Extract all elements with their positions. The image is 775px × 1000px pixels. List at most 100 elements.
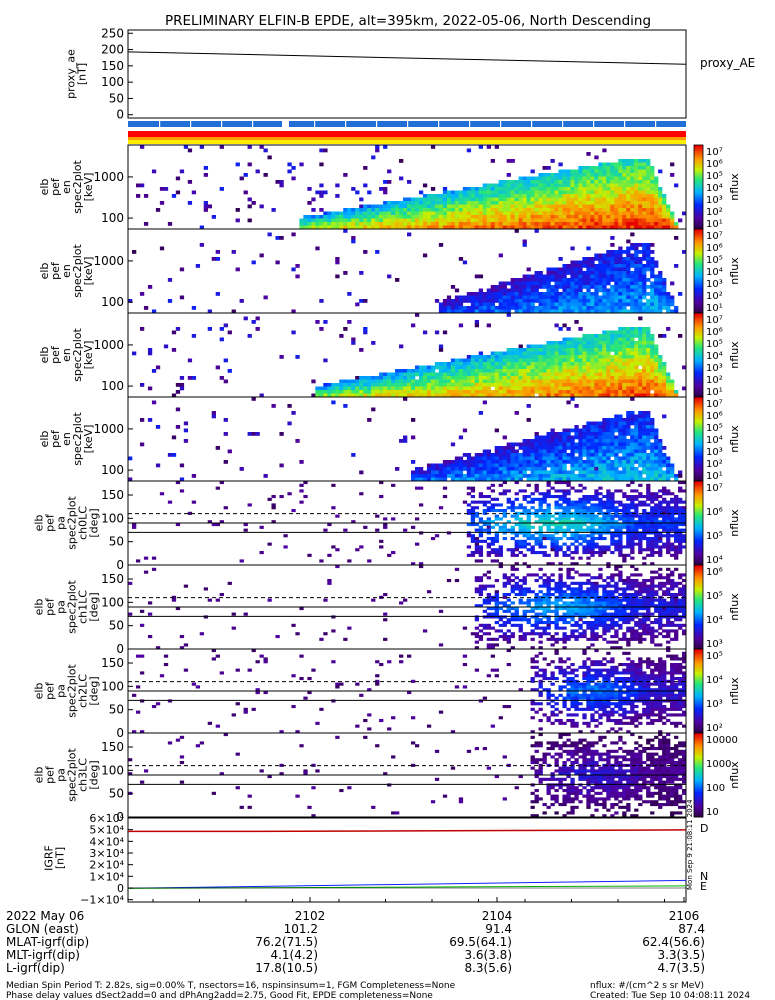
spectrogram-cell (630, 208, 635, 212)
spectrogram-cell (554, 274, 559, 279)
spectrogram-cell (594, 281, 599, 286)
spectrogram-cell (566, 211, 571, 216)
spectrogram-cell (582, 435, 587, 440)
pitch-angle-cell (514, 542, 519, 546)
spectrogram-cell (578, 211, 583, 216)
status-bar-orange (128, 137, 686, 140)
spectrogram-cell (586, 428, 591, 433)
spectrogram-cell (558, 271, 563, 275)
spectrogram-cell (666, 211, 671, 216)
spectrogram-cell (514, 225, 519, 230)
spectrogram-cell (650, 369, 655, 373)
spectrogram-cell (598, 337, 603, 342)
spectrogram-cell (566, 477, 571, 482)
spectrogram-cell (482, 393, 488, 398)
spectrogram-cell (538, 211, 543, 216)
spectrogram-cell (526, 267, 531, 272)
spectrogram-cell (658, 194, 663, 198)
spectrogram-cell (598, 169, 603, 174)
spectrogram-cell (618, 358, 623, 363)
spectrogram-cell (359, 299, 364, 303)
spectrogram-cell (654, 344, 659, 349)
pitch-angle-cell (602, 551, 607, 555)
spectrogram-cell (634, 453, 639, 457)
spectrogram-cell (562, 428, 567, 433)
spectrogram-cell (618, 369, 623, 373)
spectrogram-cell (462, 386, 468, 391)
spectrogram-cell (482, 292, 488, 296)
spectrogram-cell (594, 309, 599, 314)
spectrogram-cell (538, 299, 543, 303)
spectrogram-cell (490, 218, 495, 223)
pitch-angle-cell (566, 489, 571, 493)
spectrogram-cell (458, 295, 464, 300)
spectrogram-cell (610, 236, 615, 240)
colorbar-segment (694, 170, 703, 173)
spectrogram-cell (634, 432, 639, 436)
pitch-angle-cell (470, 551, 476, 555)
spectrogram-cell (662, 334, 667, 338)
spectrogram-cell (570, 477, 575, 482)
pitch-angle-cell (478, 531, 484, 535)
pitch-angle-cell (538, 525, 543, 529)
spectrogram-cell (622, 435, 627, 440)
pitch-angle-cell (522, 511, 527, 515)
spectrogram-cell (450, 470, 456, 475)
spectrogram-cell (510, 365, 515, 370)
spectrogram-cell (590, 428, 595, 433)
colorbar-segment (694, 380, 703, 383)
spectrogram-cell (470, 365, 476, 370)
pitch-angle-cell (590, 539, 595, 543)
spectrogram-cell (502, 211, 507, 216)
spectrogram-cell (347, 383, 352, 387)
spectrogram-cell (410, 383, 416, 387)
spectrogram-cell (614, 428, 619, 433)
spectrogram-cell (482, 453, 488, 457)
pitch-angle-cell (554, 500, 559, 504)
spectrogram-cell (638, 194, 643, 198)
panel-en-4-ylabel-4: [keV] (82, 425, 95, 454)
pitch-angle-cell (494, 509, 499, 513)
spectrogram-cell (598, 341, 603, 345)
spectrogram-cell (407, 208, 412, 212)
spectrogram-cell (674, 474, 679, 478)
pitch-angle-cell (502, 481, 507, 485)
spectrogram-cell (586, 306, 591, 310)
spectrogram-cell (315, 386, 320, 391)
colorbar-segment (694, 329, 703, 333)
spectrogram-cell (606, 453, 611, 457)
pitch-angle-cell (534, 514, 539, 518)
spectrogram-cell (331, 386, 336, 391)
spectrogram-cell (506, 302, 511, 307)
spectrogram-cell (626, 414, 631, 419)
spectrogram-cell (466, 306, 472, 310)
spectrogram-cell (522, 467, 527, 471)
spectrogram-cell (522, 204, 527, 209)
spectrogram-cell (474, 215, 480, 219)
spectrogram-cell (546, 271, 551, 275)
spectrogram-cell (582, 218, 587, 223)
spectrogram-cell (582, 351, 587, 356)
pitch-angle-cell (610, 537, 615, 541)
pitch-angle-cell (482, 539, 488, 543)
spectrogram-cell (610, 463, 615, 468)
spectrogram-cell (482, 215, 488, 219)
ytick-label: 1000 (93, 422, 124, 436)
spectrogram-cell (662, 285, 667, 289)
spectrogram-cell (546, 306, 551, 310)
pitch-angle-cell (606, 492, 611, 496)
pitch-angle-cell (494, 551, 499, 555)
spectrogram-cell (522, 362, 527, 366)
spectrogram-cell (622, 425, 627, 429)
spectrogram-cell (538, 456, 543, 461)
spectrogram-cell (518, 306, 523, 310)
colorbar-tick-label: 10⁷ (706, 147, 723, 158)
pitch-angle-cell (466, 523, 472, 527)
spectrogram-cell (422, 393, 428, 398)
spectrogram-cell (582, 190, 587, 195)
pitch-angle-cell (502, 511, 507, 515)
spectrogram-cell (466, 470, 472, 475)
spectrogram-cell (618, 446, 623, 450)
spectrogram-cell (642, 390, 647, 394)
spectrogram-cell (566, 337, 571, 342)
